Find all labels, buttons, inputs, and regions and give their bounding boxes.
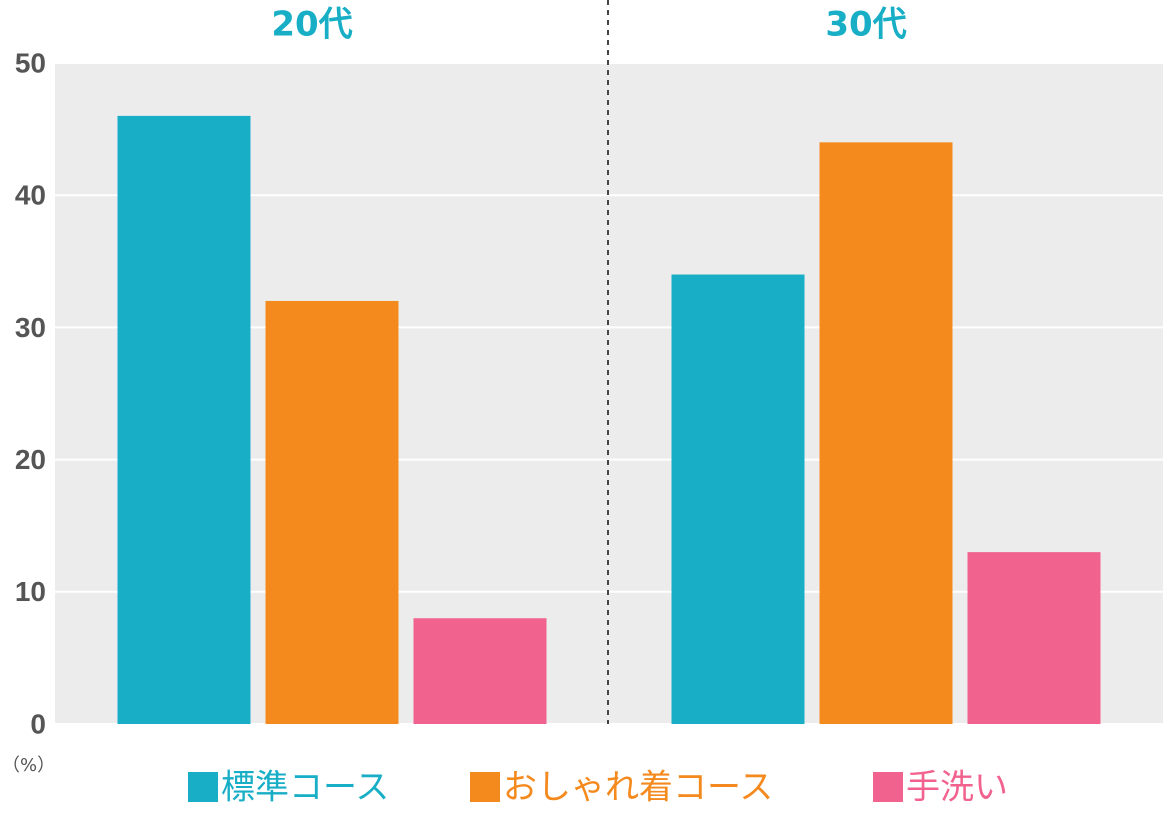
group-label: 20代 <box>271 5 352 45</box>
bar <box>117 115 251 724</box>
y-tick-label: 30 <box>15 312 46 343</box>
legend-swatch <box>873 772 903 802</box>
y-tick-label: 50 <box>15 47 46 78</box>
y-tick-label: 0 <box>30 708 46 739</box>
y-tick-label: 20 <box>15 444 46 475</box>
legend-label: おしゃれ着コース <box>503 768 773 808</box>
bar <box>413 618 547 724</box>
group-label: 30代 <box>825 5 906 45</box>
legend-label: 標準コース <box>221 768 389 808</box>
legend-swatch <box>470 772 500 802</box>
legend-swatch <box>188 772 218 802</box>
legend-label: 手洗い <box>906 768 1008 808</box>
y-tick-label: 10 <box>15 576 46 607</box>
bar <box>967 552 1101 724</box>
bar <box>265 300 399 724</box>
bar <box>671 274 805 724</box>
y-tick-label: 40 <box>15 180 46 211</box>
bar <box>819 142 953 724</box>
y-axis-label: （%） <box>2 755 55 776</box>
